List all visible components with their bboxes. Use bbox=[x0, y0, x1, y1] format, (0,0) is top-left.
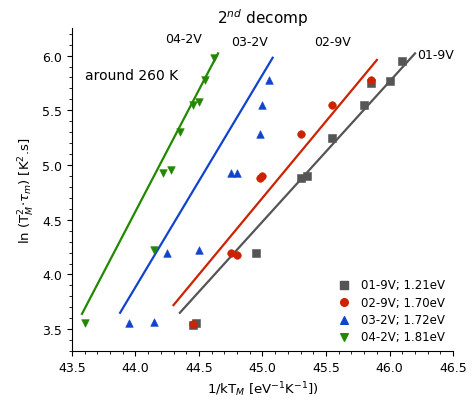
Point bbox=[189, 321, 196, 327]
Point bbox=[256, 175, 264, 182]
Point bbox=[233, 252, 241, 258]
Point bbox=[189, 102, 196, 109]
Y-axis label: ln (T$^{2}_{M}$$\cdot$$\tau_{m}$) [K$^{2}$.s]: ln (T$^{2}_{M}$$\cdot$$\tau_{m}$) [K$^{2… bbox=[17, 137, 36, 243]
Point bbox=[81, 320, 88, 326]
Point bbox=[328, 102, 336, 109]
Text: 02-9V: 02-9V bbox=[314, 36, 351, 49]
Point bbox=[259, 102, 266, 109]
Legend: 01-9V; 1.21eV, 02-9V; 1.70eV, 03-2V; 1.72eV, 04-2V; 1.81eV: 01-9V; 1.21eV, 02-9V; 1.70eV, 03-2V; 1.7… bbox=[328, 274, 450, 347]
Point bbox=[259, 173, 266, 180]
Point bbox=[233, 170, 241, 177]
Point bbox=[189, 322, 196, 328]
X-axis label: 1/kT$_{M}$ [eV$^{-1}$K$^{-1}$]): 1/kT$_{M}$ [eV$^{-1}$K$^{-1}$]) bbox=[207, 379, 319, 398]
Point bbox=[265, 77, 273, 84]
Text: 01-9V: 01-9V bbox=[418, 49, 455, 62]
Point bbox=[151, 318, 158, 325]
Point bbox=[252, 250, 260, 256]
Point bbox=[297, 175, 304, 182]
Point bbox=[201, 77, 209, 84]
Point bbox=[167, 168, 175, 174]
Point bbox=[125, 320, 133, 326]
Text: 03-2V: 03-2V bbox=[231, 36, 268, 49]
Title: 2$^{nd}$ decomp: 2$^{nd}$ decomp bbox=[217, 7, 308, 29]
Point bbox=[227, 170, 235, 177]
Point bbox=[367, 77, 374, 84]
Point bbox=[227, 250, 235, 256]
Point bbox=[151, 247, 158, 254]
Point bbox=[176, 130, 183, 136]
Point bbox=[297, 132, 304, 138]
Point bbox=[164, 250, 171, 256]
Point bbox=[160, 170, 167, 177]
Point bbox=[195, 99, 203, 106]
Point bbox=[256, 132, 264, 138]
Point bbox=[386, 78, 393, 85]
Text: 04-2V: 04-2V bbox=[165, 32, 202, 45]
Point bbox=[328, 135, 336, 142]
Text: around 260 K: around 260 K bbox=[84, 69, 178, 83]
Point bbox=[367, 81, 374, 87]
Point bbox=[303, 173, 311, 180]
Point bbox=[360, 102, 368, 109]
Point bbox=[195, 247, 203, 254]
Point bbox=[399, 59, 406, 65]
Point bbox=[210, 55, 218, 62]
Point bbox=[192, 320, 200, 326]
